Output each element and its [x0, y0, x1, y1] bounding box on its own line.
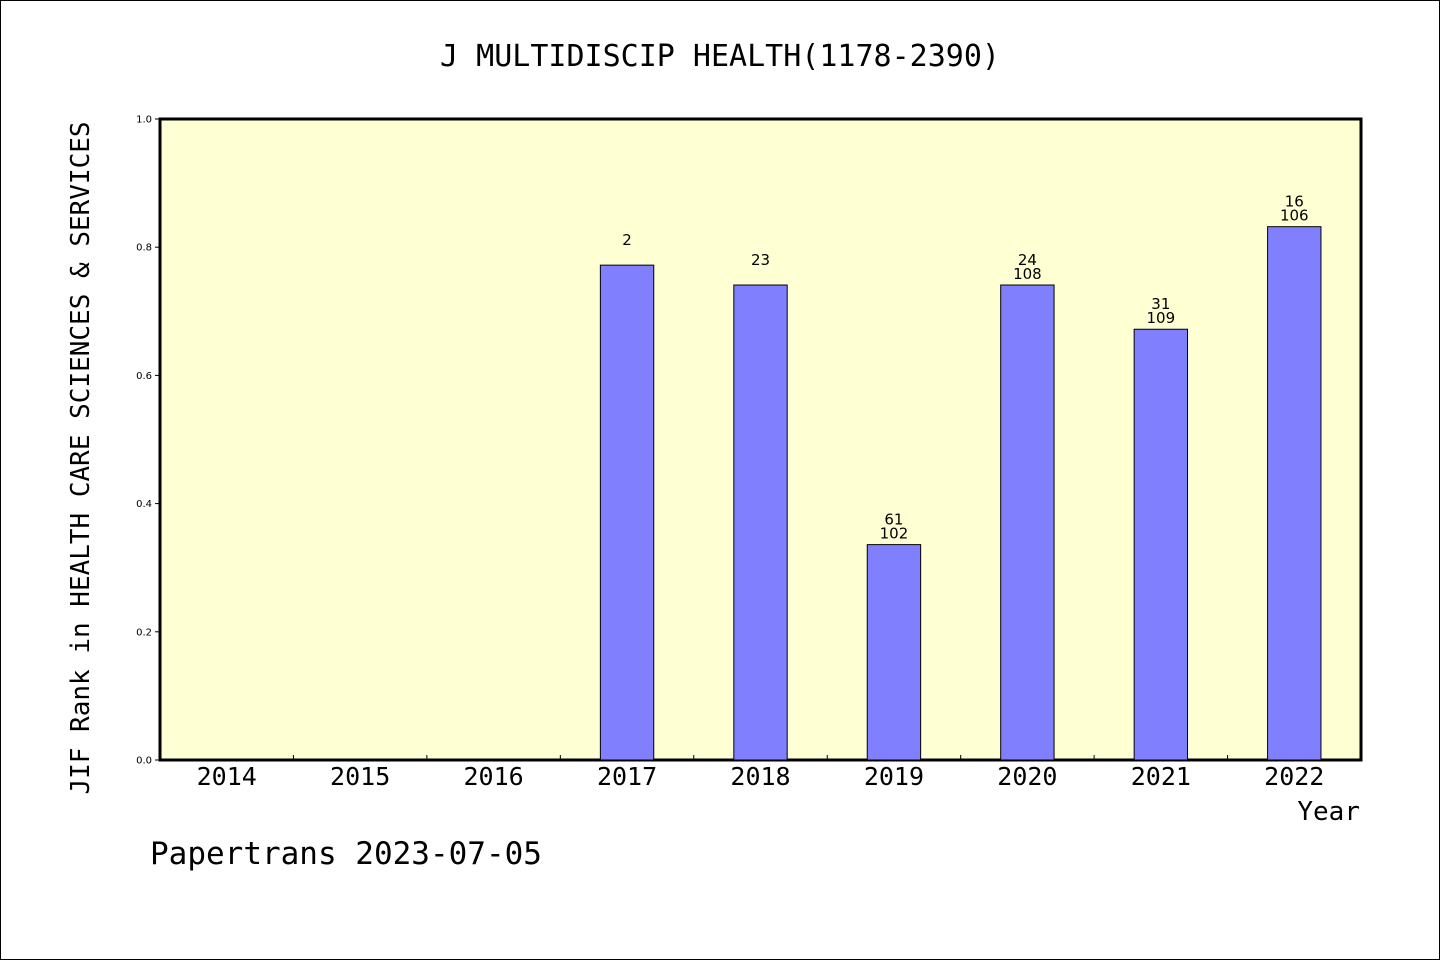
- bar-2021: [1133, 328, 1189, 761]
- bar-2018: [733, 284, 788, 761]
- chart-title: J MULTIDISCIP HEALTH(1178-2390): [440, 39, 1000, 74]
- y-axis-label: JIF Rank in HEALTH CARE SCIENCES & SERVI…: [66, 121, 96, 794]
- y-tick-label: 0.4: [136, 499, 152, 510]
- y-tick-label: 0.0: [136, 756, 152, 767]
- x-tick-label: 2018: [730, 762, 790, 791]
- bar-label-rank: 31: [1151, 295, 1170, 313]
- y-axis: 0.0 0.2 0.4 0.6 0.8 1.0: [136, 115, 160, 767]
- x-axis: 2014 2015 2016 2017 2018 2019 2020 2021 2022: [197, 755, 1324, 791]
- y-tick-label: 0.8: [136, 243, 152, 254]
- bar-label-rank: 24: [1018, 251, 1037, 269]
- bar-label-total: 106: [1280, 207, 1309, 225]
- y-tick-label: 0.2: [136, 627, 152, 638]
- y-tick-label: 1.0: [136, 115, 152, 126]
- y-tick-label: 0.6: [136, 371, 152, 382]
- bar-label-rank: 16: [1285, 193, 1304, 211]
- bar-series: [599, 226, 1322, 761]
- x-tick-label: 2015: [330, 762, 390, 791]
- footer-credit: Papertrans 2023-07-05: [150, 836, 542, 872]
- bar-label-total: 109: [1147, 309, 1176, 327]
- bar-label-rank: 23: [751, 251, 770, 269]
- bar-2022: [1267, 226, 1322, 761]
- bar-2019: [866, 544, 922, 761]
- bar-label-rank: 2: [622, 231, 632, 249]
- x-tick-label: 2017: [597, 762, 657, 791]
- bar-label-total: 102: [880, 525, 909, 543]
- x-tick-label: 2019: [864, 762, 924, 791]
- bar-2017: [599, 264, 655, 761]
- bar-label-rank: 61: [884, 511, 903, 529]
- bar-label-total: 108: [1013, 265, 1042, 283]
- x-tick-label: 2021: [1131, 762, 1191, 791]
- bar-2020: [1000, 284, 1055, 761]
- x-axis-label: Year: [1297, 797, 1360, 827]
- x-tick-label: 2014: [197, 762, 257, 791]
- x-tick-label: 2016: [464, 762, 524, 791]
- x-tick-label: 2022: [1264, 762, 1324, 791]
- x-tick-label: 2020: [997, 762, 1057, 791]
